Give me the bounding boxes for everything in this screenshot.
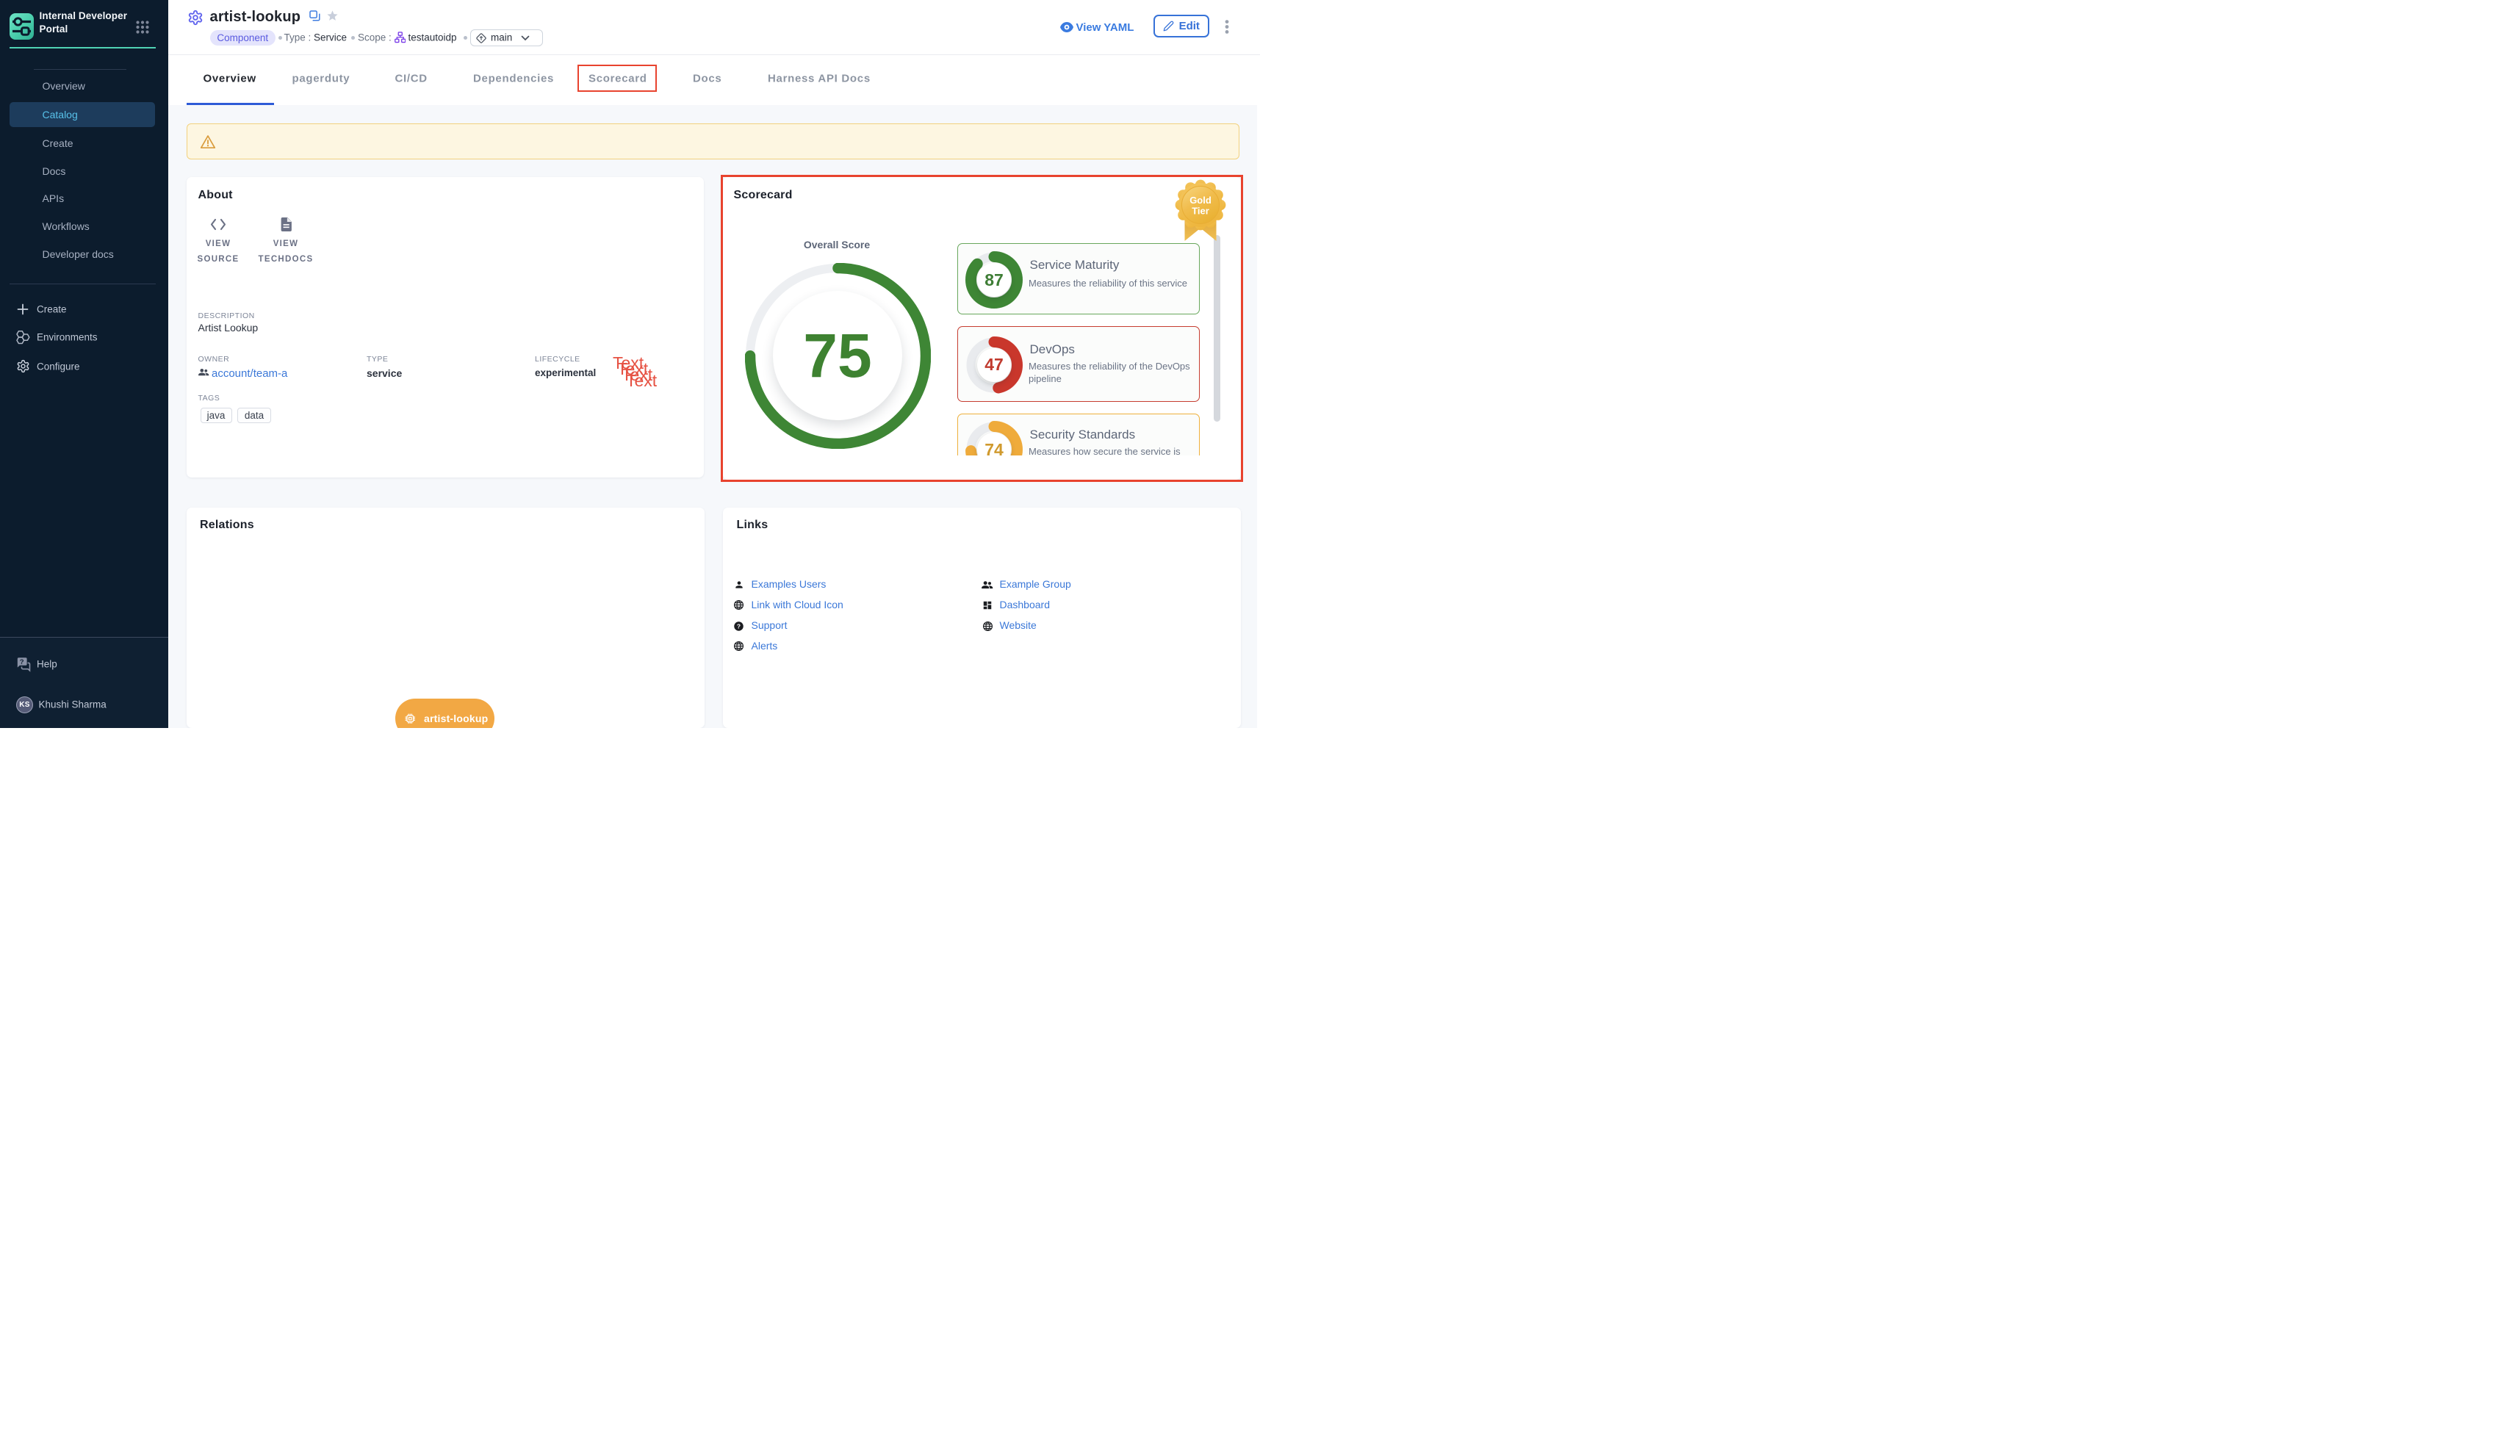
svg-text:?: ? — [19, 658, 24, 666]
svg-text:Gold: Gold — [1189, 195, 1212, 206]
svg-text:?: ? — [737, 622, 741, 630]
svg-text:Tier: Tier — [1192, 206, 1209, 217]
